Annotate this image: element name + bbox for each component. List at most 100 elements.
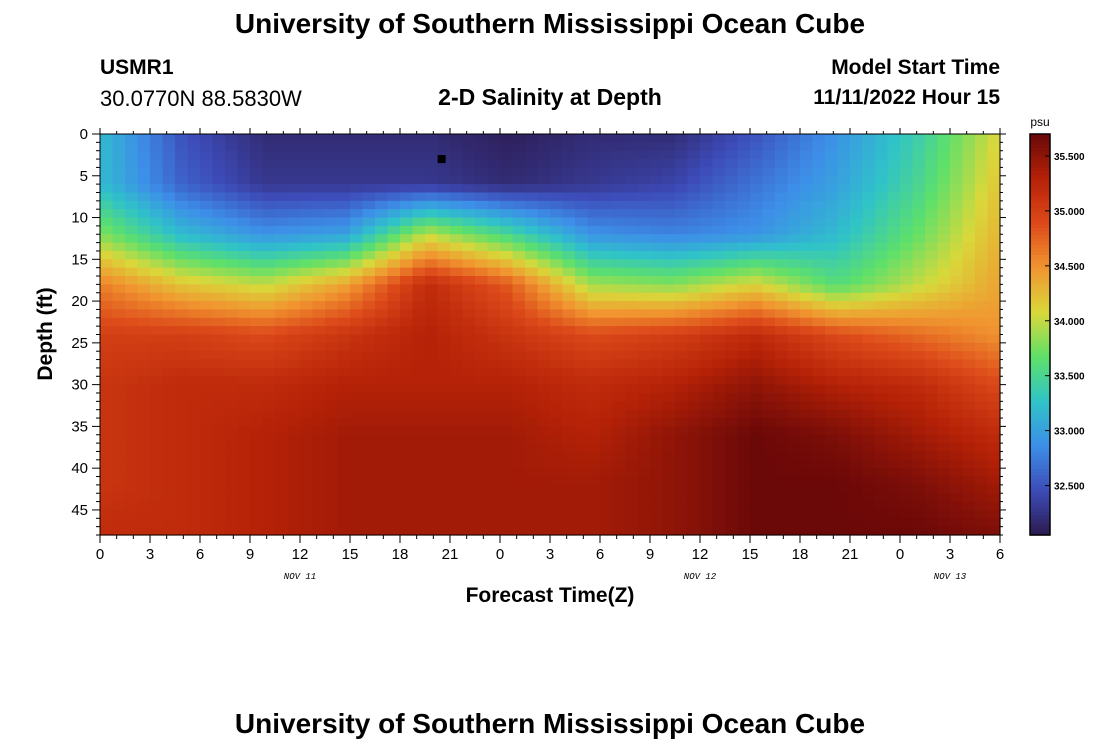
heatmap-cell bbox=[687, 334, 701, 344]
heatmap-cell bbox=[762, 284, 776, 294]
heatmap-cell bbox=[712, 334, 726, 344]
heatmap-cell bbox=[612, 468, 626, 478]
colorbar-band bbox=[1030, 321, 1050, 326]
heatmap-cell bbox=[350, 376, 364, 386]
heatmap-cell bbox=[950, 159, 964, 169]
heatmap-cell bbox=[962, 351, 976, 361]
heatmap-cell bbox=[725, 326, 739, 336]
heatmap-cell bbox=[162, 493, 176, 503]
heatmap-cell bbox=[550, 284, 564, 294]
heatmap-cell bbox=[812, 301, 826, 311]
heatmap-cell bbox=[262, 418, 276, 427]
heatmap-cell bbox=[237, 443, 251, 453]
heatmap-cell bbox=[887, 217, 901, 227]
heatmap-cell bbox=[475, 242, 489, 252]
heatmap-cell bbox=[850, 142, 864, 152]
heatmap-cell bbox=[975, 225, 989, 235]
heatmap-cell bbox=[150, 234, 164, 244]
heatmap-cell bbox=[462, 518, 476, 528]
heatmap-cell bbox=[975, 434, 989, 444]
heatmap-cell bbox=[725, 134, 739, 143]
heatmap-cell bbox=[750, 443, 764, 453]
heatmap-cell bbox=[975, 276, 989, 285]
heatmap-cell bbox=[912, 359, 926, 369]
heatmap-cell bbox=[150, 384, 164, 394]
heatmap-cell bbox=[825, 401, 839, 411]
heatmap-cell bbox=[687, 342, 701, 352]
heatmap-cell bbox=[312, 217, 326, 227]
heatmap-cell bbox=[275, 250, 289, 260]
heatmap-cell bbox=[375, 459, 389, 469]
heatmap-cell bbox=[162, 209, 176, 219]
heatmap-cell bbox=[437, 242, 451, 252]
x-tick-label: 15 bbox=[342, 546, 359, 563]
heatmap-cell bbox=[112, 518, 126, 528]
heatmap-cell bbox=[300, 225, 314, 235]
heatmap-cell bbox=[937, 476, 951, 486]
heatmap-cell bbox=[550, 426, 564, 436]
colorbar-band bbox=[1030, 428, 1050, 433]
heatmap-cell bbox=[900, 342, 914, 352]
heatmap-cell bbox=[475, 309, 489, 319]
heatmap-cell bbox=[400, 476, 414, 486]
heatmap-cell bbox=[150, 159, 164, 169]
colorbar-band bbox=[1030, 224, 1050, 229]
heatmap-cell bbox=[112, 342, 126, 352]
heatmap-cell bbox=[400, 418, 414, 427]
heatmap-cell bbox=[562, 134, 576, 143]
heatmap-cell bbox=[650, 451, 664, 461]
heatmap-cell bbox=[450, 225, 464, 235]
heatmap-cell bbox=[475, 426, 489, 436]
heatmap-cell bbox=[287, 401, 301, 411]
heatmap-cell bbox=[675, 175, 689, 185]
heatmap-cell bbox=[300, 200, 314, 210]
heatmap-cell bbox=[200, 501, 214, 511]
colorbar-band bbox=[1030, 377, 1050, 382]
heatmap-cell bbox=[687, 459, 701, 469]
heatmap-cell bbox=[887, 401, 901, 411]
heatmap-cell bbox=[162, 217, 176, 227]
heatmap-cell bbox=[775, 150, 789, 160]
heatmap-cell bbox=[812, 409, 826, 419]
heatmap-cell bbox=[100, 342, 114, 352]
heatmap-cell bbox=[275, 376, 289, 386]
heatmap-cell bbox=[612, 292, 626, 302]
heatmap-cell bbox=[475, 200, 489, 210]
heatmap-cell bbox=[300, 401, 314, 411]
heatmap-cell bbox=[600, 526, 614, 536]
heatmap-cell bbox=[600, 493, 614, 503]
heatmap-cell bbox=[850, 167, 864, 177]
heatmap-cell bbox=[850, 493, 864, 503]
heatmap-cell bbox=[437, 518, 451, 528]
heatmap-cell bbox=[550, 434, 564, 444]
heatmap-cell bbox=[800, 301, 814, 311]
heatmap-cell bbox=[962, 409, 976, 419]
heatmap-cell bbox=[712, 301, 726, 311]
heatmap-cell bbox=[912, 351, 926, 361]
heatmap-cell bbox=[587, 142, 601, 152]
heatmap-cell bbox=[125, 342, 139, 352]
x-tick-label: 12 bbox=[692, 546, 709, 563]
heatmap-cell bbox=[425, 225, 439, 235]
heatmap-cell bbox=[200, 292, 214, 302]
heatmap-cell bbox=[400, 367, 414, 377]
heatmap-cell bbox=[937, 351, 951, 361]
heatmap-cell bbox=[912, 459, 926, 469]
heatmap-cell bbox=[912, 150, 926, 160]
heatmap-cell bbox=[537, 342, 551, 352]
heatmap-cell bbox=[800, 501, 814, 511]
heatmap-cell bbox=[150, 459, 164, 469]
heatmap-cell bbox=[937, 292, 951, 302]
heatmap-cell bbox=[625, 493, 639, 503]
heatmap-cell bbox=[862, 518, 876, 528]
heatmap-cell bbox=[362, 159, 376, 169]
heatmap-cell bbox=[475, 167, 489, 177]
heatmap-cell bbox=[850, 259, 864, 269]
heatmap-cell bbox=[812, 159, 826, 169]
heatmap-cell bbox=[775, 292, 789, 302]
heatmap-cell bbox=[762, 259, 776, 269]
heatmap-cell bbox=[250, 434, 264, 444]
heatmap-cell bbox=[987, 217, 1001, 227]
heatmap-cell bbox=[875, 301, 889, 311]
heatmap-cell bbox=[437, 250, 451, 260]
